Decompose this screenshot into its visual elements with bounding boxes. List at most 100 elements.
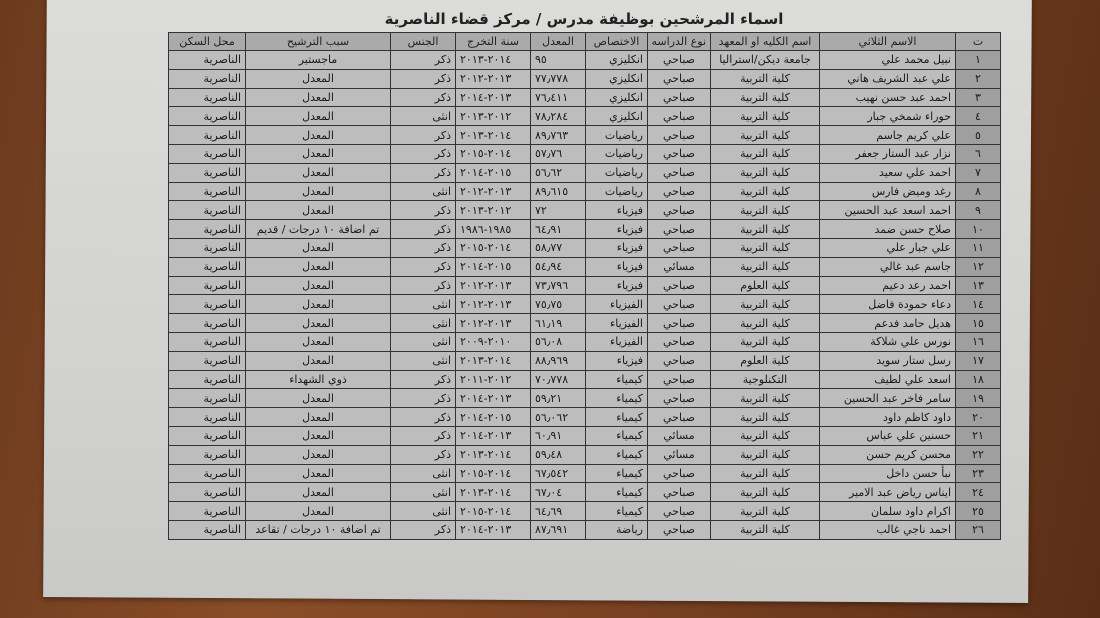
cell-gender: ذكر bbox=[390, 519, 456, 540]
cell-gender: ذكر bbox=[390, 162, 456, 183]
cell-specialization: انكليزي bbox=[585, 106, 648, 127]
cell-full-name: داود كاظم داود bbox=[819, 407, 956, 427]
cell-gender: ذكر bbox=[390, 50, 456, 70]
cell-study-type: صباحي bbox=[647, 369, 711, 390]
cell-nomination-reason: المعدل bbox=[245, 444, 391, 465]
cell-study-type: صباحي bbox=[647, 407, 711, 427]
cell-average: ٨٧٫٦٩١ bbox=[530, 519, 586, 540]
cell-study-type: صباحي bbox=[647, 519, 711, 540]
cell-college: كلية التربية bbox=[710, 331, 820, 352]
cell-average: ٥٩٫٤٨ bbox=[530, 444, 586, 465]
cell-graduation-year: ٢٠١٤-٢٠١٣ bbox=[455, 482, 531, 503]
cell-residence: الناصرية bbox=[168, 125, 246, 145]
cell-college: كلية التربية bbox=[710, 256, 820, 277]
cell-specialization: فيزياء bbox=[585, 219, 648, 239]
cell-index: ١ bbox=[955, 50, 1001, 70]
cell-specialization: انكليزي bbox=[585, 68, 648, 89]
cell-graduation-year: ٢٠١٣-٢٠١٤ bbox=[455, 425, 531, 446]
cell-index: ٢ bbox=[955, 68, 1001, 89]
table-row: ٢ علي عبد الشريف هاني كلية التربية صباحي انك… bbox=[168, 68, 1001, 89]
cell-full-name: نزار عبد الستار جعفر bbox=[819, 143, 956, 164]
cell-full-name: احمد رعد دعيم bbox=[819, 275, 956, 296]
cell-average: ٧٣٫٧٩٦ bbox=[530, 275, 586, 296]
cell-average: ٥٤٫٩٤ bbox=[530, 256, 586, 277]
table-row: ٢٠ داود كاظم داود كلية التربية صباحي كيمياء ٥… bbox=[168, 407, 1001, 427]
cell-residence: الناصرية bbox=[168, 106, 246, 127]
table-row: ١٢ جاسم عبد غالي كلية التربية مسائي فيزياء ٥٤… bbox=[168, 256, 1001, 277]
cell-full-name: احمد اسعد عبد الحسين bbox=[819, 200, 956, 221]
cell-graduation-year: ٢٠١٤-٢٠١٥ bbox=[455, 143, 531, 164]
table-row: ٧ احمد علي سعيد كلية التربية صباحي رياضيات ٥٦… bbox=[168, 162, 1001, 183]
table-row: ١٩ سامر فاخر عبد الحسين كلية التربية صباحي ك… bbox=[168, 388, 1001, 409]
cell-nomination-reason: المعدل bbox=[245, 463, 391, 484]
cell-residence: الناصرية bbox=[168, 444, 246, 465]
document-title: اسماء المرشحين بوظيفة مدرس / مركز قضاء ا… bbox=[384, 10, 784, 28]
cell-graduation-year: ٢٠١٤-٢٠١٥ bbox=[455, 501, 531, 521]
cell-residence: الناصرية bbox=[168, 388, 246, 409]
cell-full-name: سامر فاخر عبد الحسين bbox=[819, 388, 956, 409]
cell-study-type: صباحي bbox=[647, 50, 711, 70]
cell-college: كلية التربية bbox=[710, 162, 820, 183]
cell-full-name: رسل ستار سويد bbox=[819, 350, 956, 371]
table-row: ٩ احمد اسعد عبد الحسين كلية التربية صباحي في… bbox=[168, 200, 1001, 221]
cell-college: كلية التربية bbox=[710, 501, 820, 521]
cell-gender: ذكر bbox=[390, 388, 456, 409]
cell-nomination-reason: المعدل bbox=[245, 482, 391, 503]
cell-residence: الناصرية bbox=[168, 294, 246, 315]
cell-full-name: جاسم عبد غالي bbox=[819, 256, 956, 277]
table-header-row: ت الاسم الثلاثي اسم الكليه او المعهد نوع ال… bbox=[168, 32, 1001, 51]
cell-full-name: نورس علي شلاكة bbox=[819, 331, 956, 352]
cell-graduation-year: ٢٠١٤-٢٠١٣ bbox=[455, 50, 531, 70]
cell-graduation-year: ٢٠١٣-٢٠١٢ bbox=[455, 313, 531, 333]
cell-specialization: انكليزي bbox=[585, 50, 648, 70]
cell-nomination-reason: المعدل bbox=[245, 407, 391, 427]
header-college: اسم الكليه او المعهد bbox=[710, 32, 820, 51]
cell-nomination-reason: ذوي الشهداء bbox=[245, 369, 391, 390]
table-row: ١٨ اسعد علي لطيف التكنلوجية صباحي كيمياء ٧٠٫٧… bbox=[168, 369, 1001, 390]
cell-gender: انثى bbox=[390, 294, 456, 315]
header-nomination-reason: سبب الترشيح bbox=[245, 32, 391, 51]
cell-graduation-year: ١٩٨٥-١٩٨٦ bbox=[455, 219, 531, 239]
cell-specialization: كيمياء bbox=[585, 463, 648, 484]
cell-index: ١٨ bbox=[955, 369, 1001, 390]
cell-specialization: فيزياء bbox=[585, 350, 648, 371]
cell-specialization: كيمياء bbox=[585, 425, 648, 446]
cell-specialization: كيمياء bbox=[585, 388, 648, 409]
cell-specialization: فيزياء bbox=[585, 200, 648, 221]
cell-full-name: احمد ناجي غالب bbox=[819, 519, 956, 540]
cell-nomination-reason: المعدل bbox=[245, 294, 391, 315]
cell-full-name: محسن كريم حسن bbox=[819, 444, 956, 465]
cell-gender: انثى bbox=[390, 350, 456, 371]
table-row: ١٠ صلاح حسن ضمد كلية التربية صباحي فيزياء ٦٤٫… bbox=[168, 219, 1001, 239]
cell-nomination-reason: المعدل bbox=[245, 350, 391, 371]
cell-full-name: حوراء شمخي جبار bbox=[819, 106, 956, 127]
cell-study-type: مسائي bbox=[647, 444, 711, 465]
cell-nomination-reason: المعدل bbox=[245, 87, 391, 108]
cell-college: جامعة ديكن/استراليا bbox=[710, 50, 820, 70]
table-row: ٢٤ ايناس رياض عبد الامير كلية التربية صباحي… bbox=[168, 482, 1001, 503]
header-full-name: الاسم الثلاثي bbox=[819, 32, 956, 51]
cell-full-name: نبأ حسن داخل bbox=[819, 463, 956, 484]
cell-average: ٥٩٫٢١ bbox=[530, 388, 586, 409]
cell-graduation-year: ٢٠١٠-٢٠٠٩ bbox=[455, 331, 531, 352]
cell-college: كلية التربية bbox=[710, 444, 820, 465]
cell-graduation-year: ٢٠١٣-٢٠١٤ bbox=[455, 519, 531, 540]
cell-nomination-reason: المعدل bbox=[245, 256, 391, 277]
cell-nomination-reason: تم اضافة ١٠ درجات / قديم bbox=[245, 219, 391, 239]
cell-average: ٥٦٫٠٦٢ bbox=[530, 407, 586, 427]
cell-full-name: رغد وميض فارس bbox=[819, 181, 956, 202]
cell-college: كلية التربية bbox=[710, 407, 820, 427]
cell-graduation-year: ٢٠١٣-٢٠١٤ bbox=[455, 388, 531, 409]
cell-nomination-reason: المعدل bbox=[245, 237, 391, 258]
cell-nomination-reason: المعدل bbox=[245, 162, 391, 183]
cell-nomination-reason: المعدل bbox=[245, 313, 391, 333]
cell-graduation-year: ٢٠١٢-٢٠١١ bbox=[455, 369, 531, 390]
cell-specialization: انكليزي bbox=[585, 87, 648, 108]
cell-index: ١٩ bbox=[955, 388, 1001, 409]
cell-index: ٧ bbox=[955, 162, 1001, 183]
cell-full-name: حسنين علي عباس bbox=[819, 425, 956, 446]
cell-average: ٧٥٫٧٥ bbox=[530, 294, 586, 315]
cell-index: ٩ bbox=[955, 200, 1001, 221]
cell-college: كلية التربية bbox=[710, 388, 820, 409]
cell-residence: الناصرية bbox=[168, 143, 246, 164]
